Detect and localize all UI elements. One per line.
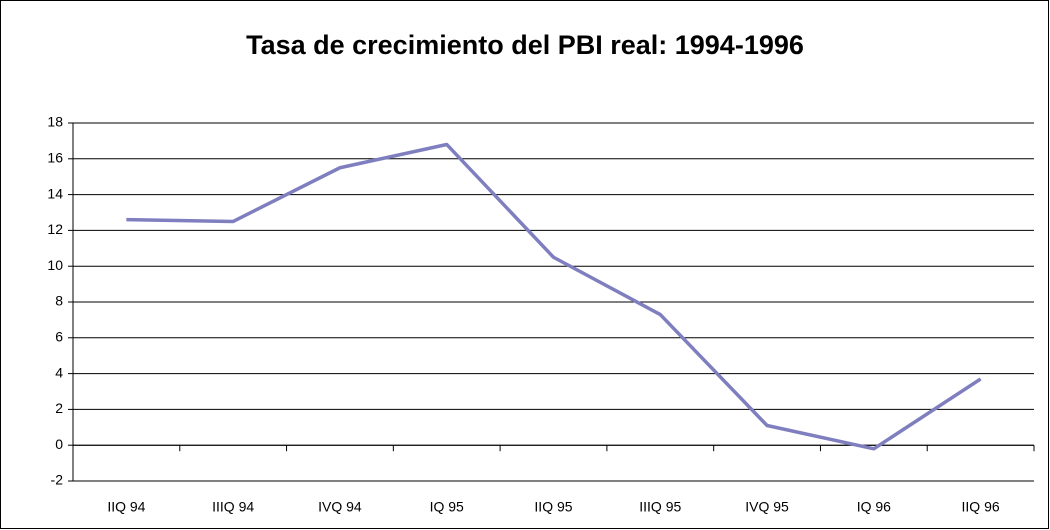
y-tick-label: 6: [55, 329, 63, 345]
data-line: [126, 142, 982, 451]
y-tick-label: 14: [47, 185, 63, 201]
x-tick-label: IQ 96: [857, 499, 891, 515]
x-tick-label: IIIQ 94: [212, 499, 254, 515]
x-tick-label: IVQ 95: [745, 499, 789, 515]
y-tick-label: 0: [55, 436, 63, 452]
y-tick-label: 10: [47, 257, 63, 273]
y-tick-label: -2: [51, 472, 64, 488]
y-tick-label: 16: [47, 150, 63, 166]
x-tick-label: IIQ 94: [107, 499, 145, 515]
y-tick-label: 12: [47, 221, 63, 237]
y-tick-label: 18: [47, 114, 63, 130]
y-tick-label: 4: [55, 364, 63, 380]
y-tick-label: 2: [55, 400, 63, 416]
x-tick-label: IVQ 94: [318, 499, 362, 515]
chart-title: Tasa de crecimiento del PBI real: 1994-1…: [246, 30, 804, 60]
y-tick-label: 8: [55, 293, 63, 309]
x-tick-label: IIIQ 95: [639, 499, 681, 515]
x-tick-label: IIQ 95: [534, 499, 572, 515]
x-tick-label: IQ 95: [430, 499, 464, 515]
x-tick-label: IIQ 96: [962, 499, 1000, 515]
